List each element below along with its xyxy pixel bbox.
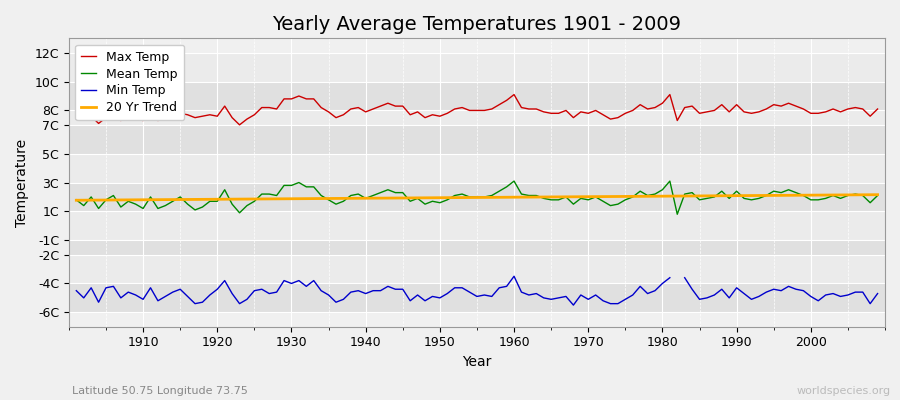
Max Temp: [234, 122, 245, 127]
Max Temp: [524, 106, 535, 111]
Bar: [69, 110, 885, 125]
Mean Temp: [338, 199, 349, 204]
Min Temp: [501, 284, 512, 289]
Mean Temp: [293, 180, 304, 185]
Line: Max Temp: Max Temp: [76, 94, 878, 125]
20 Yr Trend: [872, 192, 883, 197]
Max Temp: [613, 115, 624, 120]
Text: worldspecies.org: worldspecies.org: [796, 386, 891, 396]
Max Temp: [130, 117, 141, 122]
Bar: [69, 240, 885, 255]
Min Temp: [872, 291, 883, 296]
Mean Temp: [516, 192, 526, 196]
Min Temp: [293, 278, 304, 283]
Bar: [69, 53, 885, 82]
Max Temp: [508, 92, 519, 97]
Mean Temp: [872, 193, 883, 198]
Min Temp: [130, 292, 141, 297]
Bar: [69, 211, 885, 240]
Min Temp: [71, 288, 82, 293]
20 Yr Trend: [293, 196, 304, 201]
20 Yr Trend: [338, 196, 349, 201]
20 Yr Trend: [130, 198, 141, 202]
Min Temp: [508, 274, 519, 279]
Line: 20 Yr Trend: 20 Yr Trend: [76, 195, 878, 200]
Min Temp: [338, 297, 349, 302]
Mean Temp: [672, 212, 683, 217]
Max Temp: [346, 106, 356, 111]
Mean Temp: [605, 203, 616, 208]
20 Yr Trend: [508, 195, 519, 200]
Max Temp: [872, 106, 883, 111]
Bar: [69, 125, 885, 154]
Bar: [69, 82, 885, 110]
Y-axis label: Temperature: Temperature: [15, 138, 29, 226]
Min Temp: [598, 298, 608, 303]
Mean Temp: [71, 198, 82, 202]
20 Yr Trend: [501, 195, 512, 200]
Bar: [69, 182, 885, 211]
Bar: [69, 154, 885, 182]
Text: Latitude 50.75 Longitude 73.75: Latitude 50.75 Longitude 73.75: [72, 386, 248, 396]
Bar: [69, 284, 885, 312]
20 Yr Trend: [598, 194, 608, 199]
Legend: Max Temp, Mean Temp, Min Temp, 20 Yr Trend: Max Temp, Mean Temp, Min Temp, 20 Yr Tre…: [76, 44, 184, 120]
Bar: [69, 255, 885, 284]
20 Yr Trend: [71, 198, 82, 203]
X-axis label: Year: Year: [463, 355, 491, 369]
Max Temp: [516, 105, 526, 110]
Title: Yearly Average Temperatures 1901 - 2009: Yearly Average Temperatures 1901 - 2009: [273, 15, 681, 34]
Line: Mean Temp: Mean Temp: [76, 181, 878, 214]
Max Temp: [71, 114, 82, 118]
Mean Temp: [508, 179, 519, 184]
Mean Temp: [501, 184, 512, 189]
Max Temp: [301, 96, 311, 101]
Line: Min Temp: Min Temp: [76, 276, 878, 305]
Mean Temp: [130, 202, 141, 206]
